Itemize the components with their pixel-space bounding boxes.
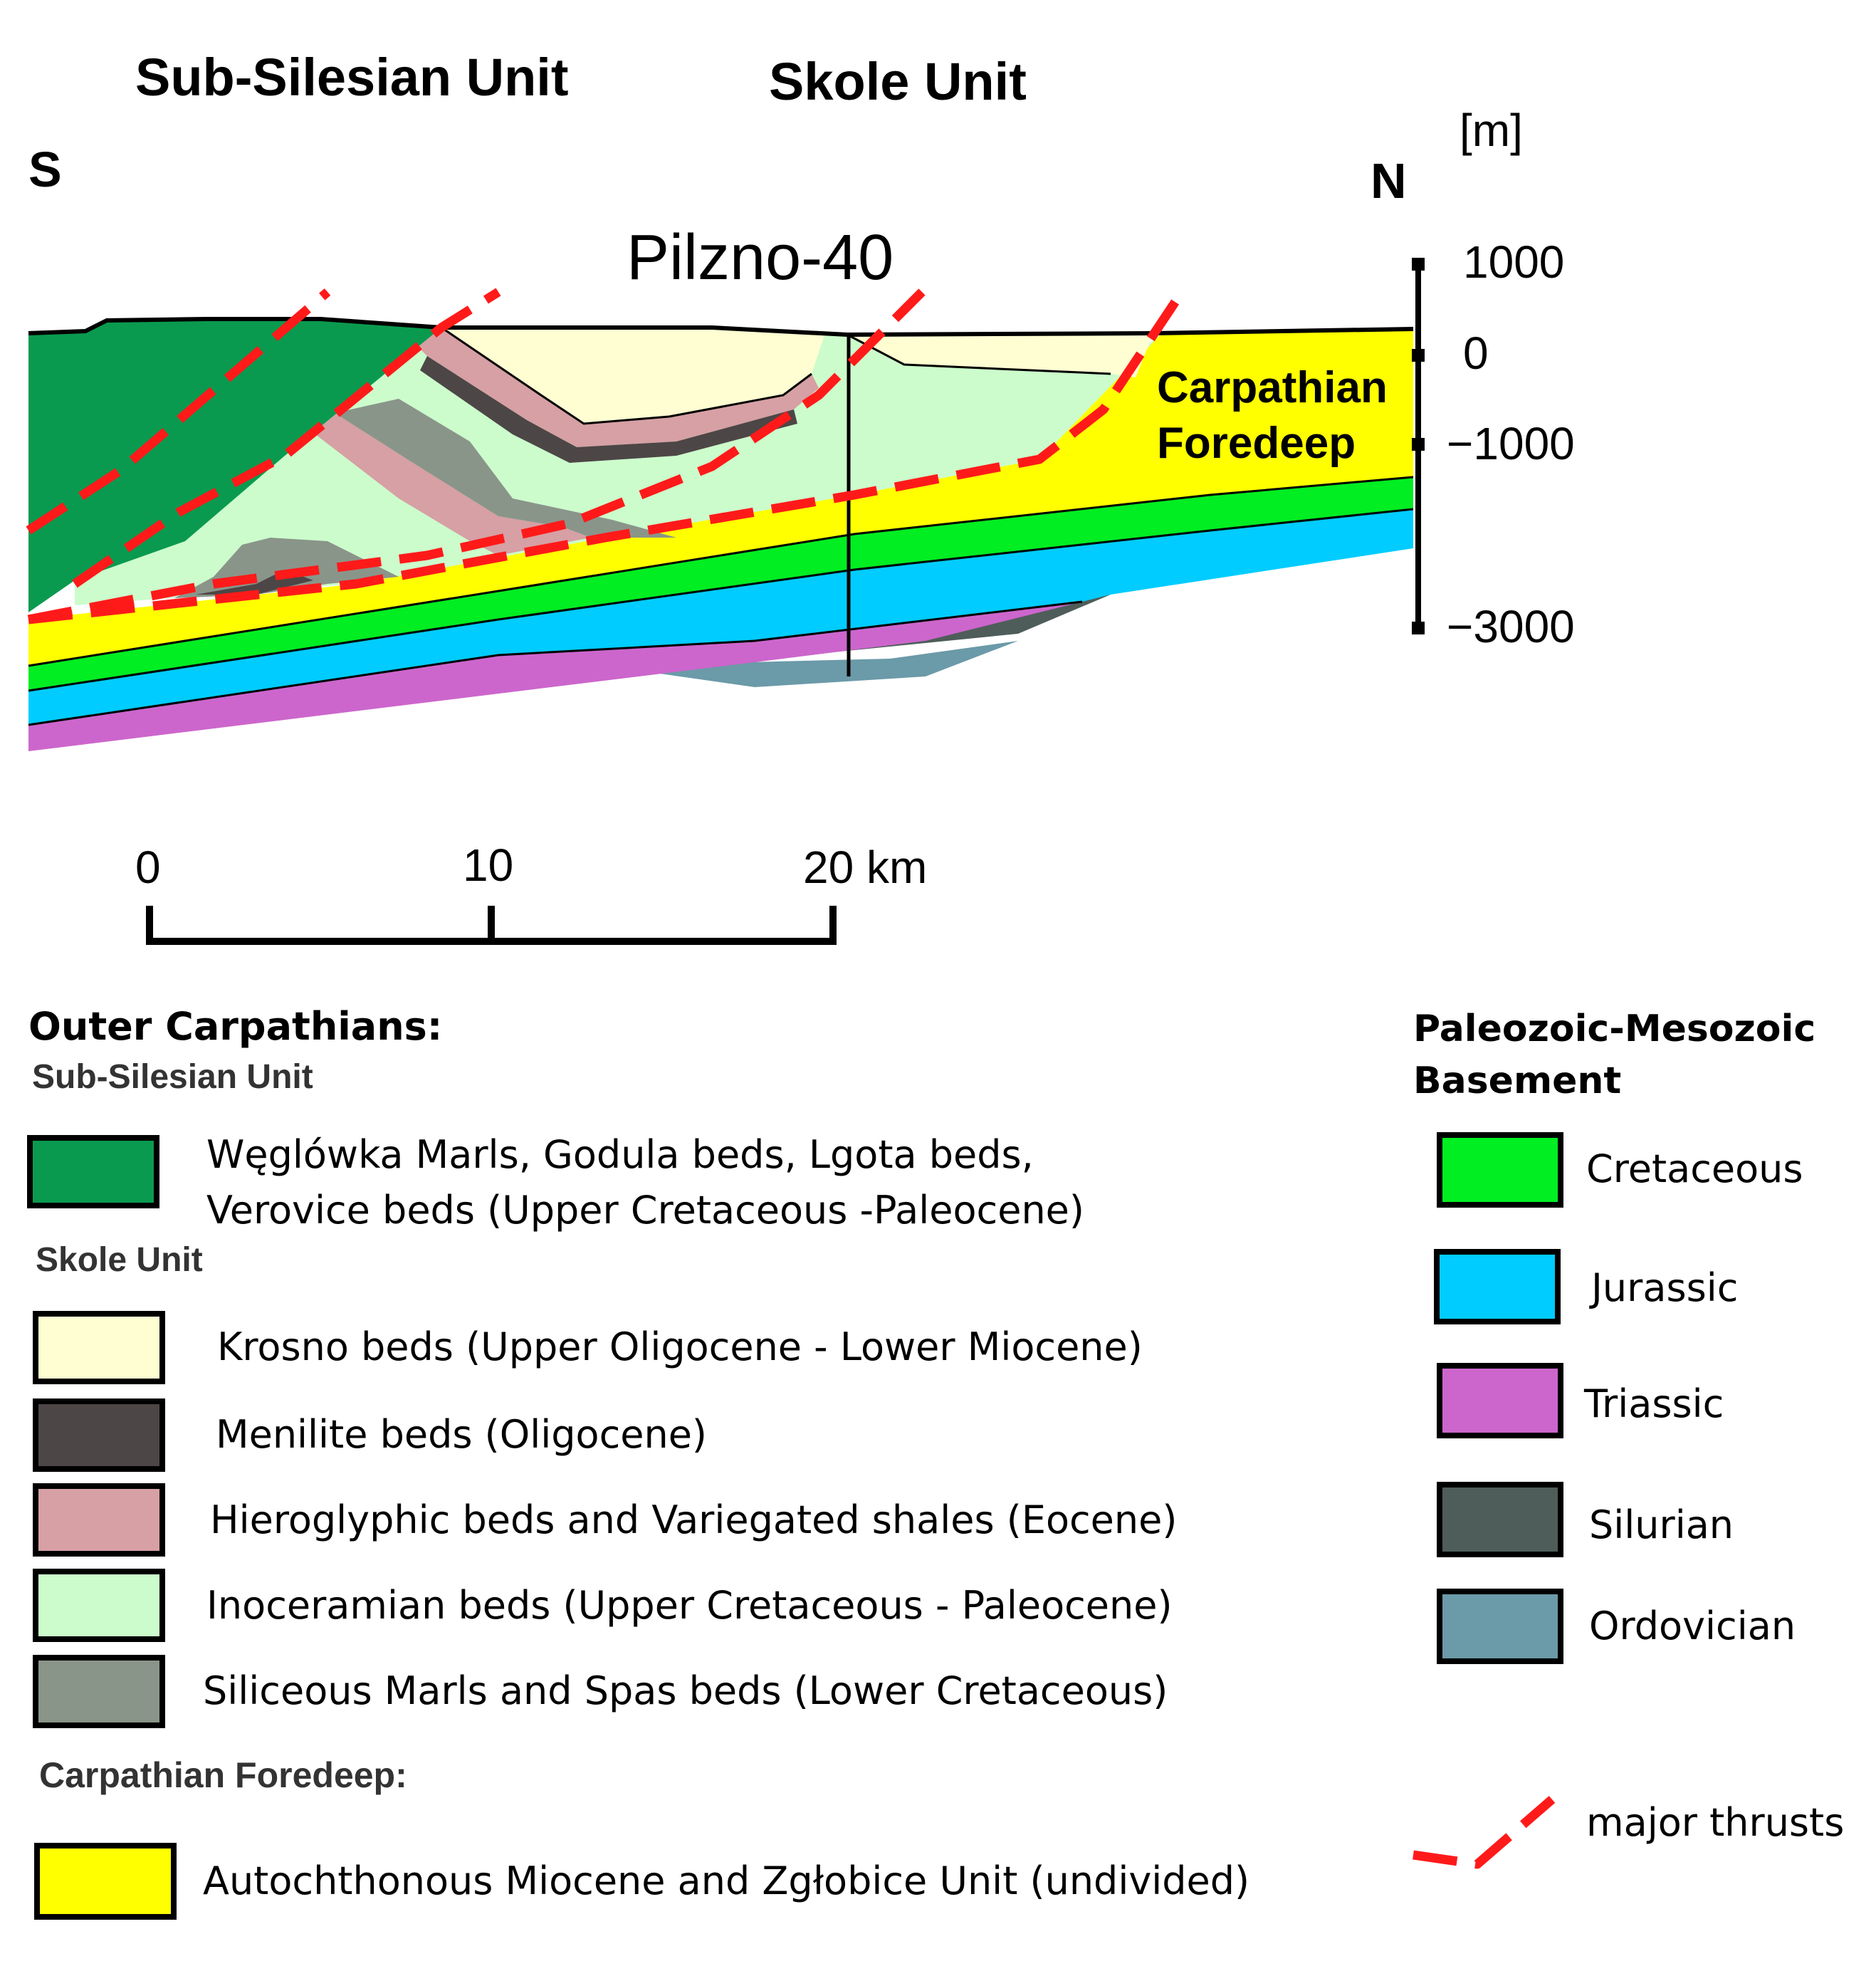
depth-axis (1412, 258, 1425, 634)
hieroglyphic-belt (413, 328, 819, 447)
legend: Outer Carpathians: Sub-Silesian Unit Węg… (27, 1004, 1844, 1920)
skole-unit-label: Skole Unit (769, 52, 1027, 111)
legend-weglowka-line-1: Węglówka Marls, Godula beds, Lgota beds, (206, 1132, 1034, 1177)
sub-silesian-unit-label: Sub-Silesian Unit (135, 48, 569, 107)
topographic-surface (28, 317, 1414, 338)
north-label: N (1371, 153, 1407, 209)
legend-cretaceous: Cretaceous (1586, 1146, 1803, 1191)
legend-hieroglyphic: Hieroglyphic beds and Variegated shales … (210, 1497, 1177, 1542)
legend-inoceramian: Inoceramian beds (Upper Cretaceous - Pal… (206, 1583, 1173, 1628)
legend-krosno: Krosno beds (Upper Oligocene - Lower Mio… (217, 1324, 1143, 1369)
swatch-cretaceous (1437, 1132, 1563, 1208)
legend-foredeep-title: Carpathian Foredeep: (39, 1755, 407, 1795)
depth-tick-minus-3000: −3000 (1447, 601, 1575, 652)
jurassic-layer (28, 509, 1413, 725)
depth-tick-1000: 1000 (1463, 236, 1564, 288)
swatch-triassic (1437, 1363, 1563, 1438)
legend-outer-title: Outer Carpathians: (28, 1004, 442, 1049)
depth-axis-unit: [m] (1460, 105, 1523, 156)
scale-tick-20km: 20 km (803, 842, 927, 893)
legend-major-thrusts: major thrusts (1586, 1800, 1844, 1845)
swatch-weglowka (27, 1135, 159, 1208)
menilite-belt (420, 356, 797, 463)
depth-tick-minus-1000: −1000 (1447, 418, 1575, 469)
swatch-krosno (33, 1311, 165, 1384)
swatch-menilite (33, 1398, 165, 1472)
legend-ordovician: Ordovician (1589, 1604, 1796, 1648)
swatch-inoceramian (33, 1569, 165, 1642)
swatch-silurian (1437, 1482, 1563, 1557)
siliceous-belt (335, 399, 676, 538)
thrust-3 (27, 288, 926, 624)
krosno-body-east (847, 333, 1153, 377)
swatch-siliceous (33, 1655, 165, 1728)
swatch-hieroglyphic (33, 1483, 165, 1557)
scale-tick-0: 0 (135, 842, 161, 893)
swatch-jurassic (1434, 1249, 1561, 1324)
depth-tick-0: 0 (1463, 328, 1489, 379)
legend-silurian: Silurian (1589, 1502, 1734, 1547)
swatch-major-thrust (1413, 1796, 1556, 1869)
triassic-layer (28, 595, 1111, 751)
scale-bar (146, 906, 837, 945)
legend-skole-title: Skole Unit (36, 1241, 203, 1279)
legend-foredeep: Autochthonous Miocene and Zgłobice Unit … (203, 1858, 1249, 1903)
well-label: Pilzno-40 (627, 222, 894, 293)
legend-weglowka-line-2: Verovice beds (Upper Cretaceous -Paleoce… (206, 1188, 1084, 1233)
foredeep-label-line-2: Foredeep (1157, 419, 1356, 468)
thrust-1 (26, 288, 331, 535)
thrust-4 (28, 289, 1186, 624)
legend-siliceous: Siliceous Marls and Spas beds (Lower Cre… (203, 1668, 1168, 1713)
swatch-ordovician (1437, 1589, 1563, 1664)
inoceramian-body (75, 328, 1160, 605)
krosno-body-west (441, 328, 826, 424)
cross-section (26, 288, 1414, 751)
foredeep-label-line-1: Carpathian (1157, 363, 1388, 412)
legend-jurassic: Jurassic (1589, 1265, 1738, 1310)
legend-sub-silesian-title: Sub-Silesian Unit (32, 1058, 313, 1096)
ordovician-body (605, 641, 1018, 687)
thrust-2 (72, 288, 501, 588)
legend-menilite: Menilite beds (Oligocene) (216, 1412, 707, 1457)
swatch-foredeep (34, 1843, 177, 1920)
legend-basement-title-line-2: Basement (1413, 1060, 1621, 1102)
legend-basement-title-line-1: Paleozoic-Mesozoic (1413, 1008, 1815, 1050)
south-label: S (28, 142, 62, 197)
contact-lines (28, 326, 1414, 726)
scale-tick-10: 10 (463, 840, 513, 891)
legend-triassic: Triassic (1583, 1381, 1724, 1426)
